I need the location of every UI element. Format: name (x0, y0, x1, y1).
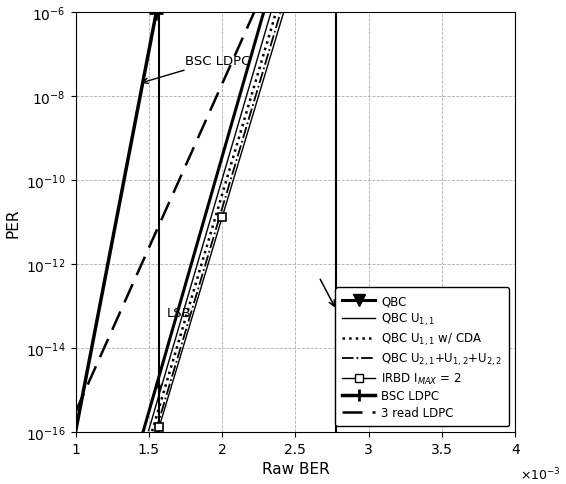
Text: BSC LDPC: BSC LDPC (143, 55, 251, 84)
Text: MSB: MSB (344, 335, 372, 348)
Text: $\times 10^{-3}$: $\times 10^{-3}$ (520, 466, 560, 482)
Text: LSB: LSB (166, 306, 191, 319)
X-axis label: Raw BER: Raw BER (261, 461, 329, 476)
Y-axis label: PER: PER (6, 208, 20, 238)
Legend: QBC, QBC U$_{1,1}$, QBC U$_{1,1}$ w/ CDA, QBC U$_{2,1}$+U$_{1,2}$+U$_{2,2}$, IRB: QBC, QBC U$_{1,1}$, QBC U$_{1,1}$ w/ CDA… (335, 288, 509, 426)
